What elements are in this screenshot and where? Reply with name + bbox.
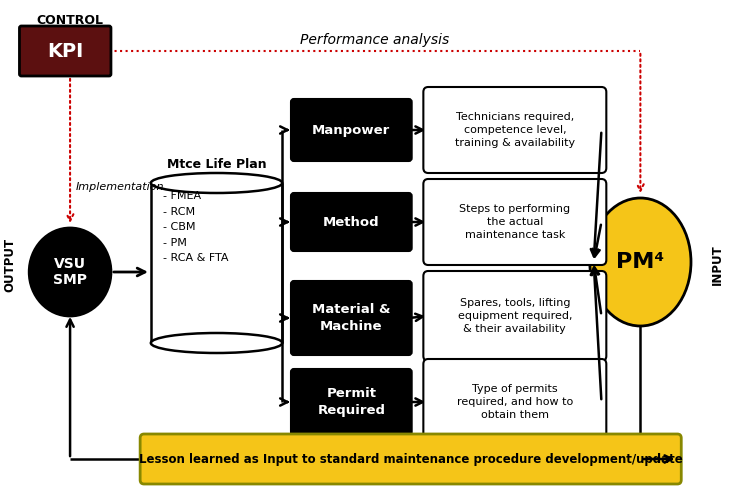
Text: Lesson learned as Input to standard maintenance procedure development/update: Lesson learned as Input to standard main… xyxy=(139,453,683,466)
FancyBboxPatch shape xyxy=(424,179,607,265)
Text: VSU
SMP: VSU SMP xyxy=(53,257,87,287)
Bar xyxy=(151,183,282,343)
FancyBboxPatch shape xyxy=(291,193,412,251)
Text: INPUT: INPUT xyxy=(710,245,724,285)
Text: Mtce Life Plan: Mtce Life Plan xyxy=(167,158,267,171)
Ellipse shape xyxy=(590,198,691,326)
Text: Steps to performing
the actual
maintenance task: Steps to performing the actual maintenan… xyxy=(459,204,571,240)
FancyBboxPatch shape xyxy=(291,369,412,435)
FancyBboxPatch shape xyxy=(291,99,412,161)
FancyBboxPatch shape xyxy=(424,271,607,361)
Text: Implementation: Implementation xyxy=(76,182,164,192)
Text: Manpower: Manpower xyxy=(312,124,391,136)
Text: Technicians required,
competence level,
training & availability: Technicians required, competence level, … xyxy=(455,112,575,148)
Text: Spares, tools, lifting
equipment required,
& their availability: Spares, tools, lifting equipment require… xyxy=(458,298,572,334)
Text: - FMEA
- RCM
- CBM
- PM
- RCA & FTA: - FMEA - RCM - CBM - PM - RCA & FTA xyxy=(163,191,228,263)
Ellipse shape xyxy=(151,173,282,193)
Ellipse shape xyxy=(29,228,111,316)
Text: Performance analysis: Performance analysis xyxy=(300,33,449,47)
Ellipse shape xyxy=(151,333,282,353)
FancyBboxPatch shape xyxy=(424,359,607,445)
FancyBboxPatch shape xyxy=(291,281,412,355)
Text: Permit
Required: Permit Required xyxy=(317,387,385,417)
Text: OUTPUT: OUTPUT xyxy=(3,238,16,292)
FancyBboxPatch shape xyxy=(140,434,681,484)
Text: KPI: KPI xyxy=(47,41,84,60)
Text: Material &
Machine: Material & Machine xyxy=(312,303,391,333)
Text: Type of permits
required, and how to
obtain them: Type of permits required, and how to obt… xyxy=(456,384,573,420)
FancyBboxPatch shape xyxy=(424,87,607,173)
FancyBboxPatch shape xyxy=(19,26,111,76)
Text: PM⁴: PM⁴ xyxy=(616,252,664,272)
Text: CONTROL: CONTROL xyxy=(36,14,103,27)
Text: Method: Method xyxy=(323,216,379,229)
